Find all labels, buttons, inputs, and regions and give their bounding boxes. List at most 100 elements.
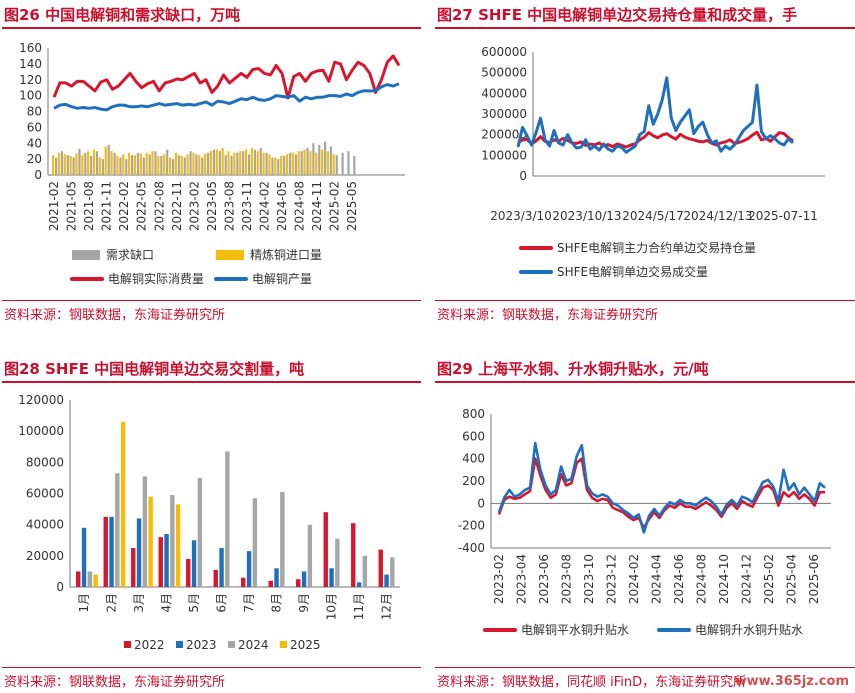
c1-bar-demand-gap bbox=[107, 144, 110, 175]
c3-bar-2022 bbox=[213, 569, 218, 587]
c4-y-tick-label: 400 bbox=[462, 452, 485, 466]
c1-bar-demand-gap bbox=[166, 149, 169, 175]
c1-bar-import bbox=[233, 152, 236, 175]
c1-bar-demand-gap bbox=[207, 152, 210, 175]
c3-bar-2024 bbox=[362, 555, 368, 587]
chart-title: 图27 SHFE 中国电解铜单边交易持仓量和成交量，手 bbox=[437, 6, 798, 24]
c1-y-tick-label: 80 bbox=[27, 105, 42, 119]
c4-x-tick-label: 2023-04 bbox=[514, 554, 528, 604]
c1-bar-demand-gap bbox=[300, 151, 303, 175]
c1-y-tick-label: 60 bbox=[27, 120, 42, 134]
c3-x-tick-label: 2月 bbox=[104, 593, 118, 613]
c1-bar-demand-gap bbox=[335, 155, 338, 175]
c3-bar-2023 bbox=[219, 548, 224, 587]
c3-bar-2025 bbox=[175, 504, 181, 587]
c1-y-tick-label: 0 bbox=[34, 168, 42, 182]
c1-x-tick-label: 2021-02 bbox=[47, 181, 61, 231]
source-divider bbox=[435, 300, 855, 301]
c3-bar-2024 bbox=[142, 476, 148, 587]
c2-legend-volume-label: SHFE电解铜单边交易成交量 bbox=[557, 264, 708, 279]
c1-bar-import bbox=[163, 154, 166, 175]
source-divider bbox=[2, 300, 421, 301]
c1-bar-demand-gap bbox=[131, 155, 134, 175]
c1-x-tick-label: 2025-05 bbox=[345, 181, 359, 231]
c1-bar-import bbox=[192, 152, 195, 175]
chart-delivery-volume: 0 20000 40000 60000 80000 100000 120000 1月 2月 3月 4… bbox=[18, 393, 400, 652]
c2-y-tick-label: 100000 bbox=[481, 148, 527, 162]
c1-bar-demand-gap bbox=[148, 154, 151, 175]
chart-panel-26: 图26 中国电解铜和需求缺口，万吨 0 20 40 60 80 100 120 140 160 2… bbox=[0, 0, 425, 345]
c4-line-premium bbox=[497, 441, 826, 534]
chart-source: 资料来源：钢联数据，东海证券研究所 bbox=[4, 308, 226, 323]
c1-bar-import bbox=[52, 155, 55, 175]
c3-bar-2023 bbox=[356, 582, 362, 587]
c3-bar-2024 bbox=[87, 571, 93, 587]
c3-bar-2024 bbox=[252, 498, 258, 587]
c1-bar-import bbox=[133, 155, 137, 175]
c1-legend-gap-swatch bbox=[72, 250, 100, 260]
c1-bar-import bbox=[215, 149, 218, 175]
c3-bar-2023 bbox=[301, 571, 307, 587]
c3-y-tick-label: 40000 bbox=[26, 518, 64, 532]
c1-bar-demand-gap bbox=[236, 152, 239, 175]
c3-legend-label: 2023 bbox=[186, 638, 217, 652]
c1-bar-demand-gap bbox=[259, 148, 262, 175]
c1-bar-demand-gap bbox=[177, 155, 180, 175]
c1-bar-import bbox=[186, 154, 189, 175]
c1-bar-demand-gap bbox=[242, 151, 245, 175]
c3-bar-2022 bbox=[158, 537, 163, 587]
c4-legend-flat-label: 电解铜平水铜升贴水 bbox=[521, 622, 629, 637]
c1-bar-import bbox=[309, 151, 312, 175]
c3-bar-2023 bbox=[191, 540, 197, 587]
c1-bar-demand-gap bbox=[230, 155, 233, 175]
c3-bar-2022 bbox=[186, 558, 191, 587]
c1-line-production bbox=[53, 82, 400, 112]
c1-bar-import bbox=[303, 149, 306, 175]
c1-bar-demand-gap bbox=[283, 155, 286, 175]
c3-x-tick-label: 12月 bbox=[379, 593, 393, 620]
c1-bar-import bbox=[332, 154, 335, 175]
c2-legend-open-interest-label: SHFE电解铜主力合约单边交易持仓量 bbox=[557, 240, 756, 255]
c1-bar-import bbox=[168, 157, 172, 175]
c1-bar-import bbox=[69, 155, 72, 175]
c3-bar-2022 bbox=[103, 516, 108, 587]
c3-legend-label: 2024 bbox=[238, 638, 269, 652]
c1-bar-import bbox=[250, 148, 254, 175]
c1-bar-import bbox=[221, 148, 224, 175]
c4-legend-premium-label: 电解铜升水铜升贴水 bbox=[695, 622, 803, 637]
c3-x-tick-label: 9月 bbox=[297, 593, 311, 613]
c1-x-tick-label: 2021-08 bbox=[82, 181, 96, 231]
c3-legend-swatch bbox=[280, 641, 287, 648]
c1-x-tick-label: 2022-11 bbox=[170, 181, 184, 231]
c3-bar-2023 bbox=[329, 568, 334, 587]
c3-legend-swatch bbox=[176, 641, 183, 648]
c1-bar-demand-gap bbox=[323, 141, 327, 175]
c3-y-tick-label: 0 bbox=[56, 580, 64, 594]
c2-y-tick-label: 300000 bbox=[481, 107, 527, 121]
c3-bar-2023 bbox=[246, 551, 252, 587]
c3-y-tick-label: 60000 bbox=[26, 487, 64, 501]
c2-y-tick-label: 400000 bbox=[481, 86, 527, 100]
c3-bar-2023 bbox=[164, 534, 169, 587]
c1-bar-demand-gap bbox=[113, 152, 116, 175]
c3-bar-2022 bbox=[76, 571, 81, 587]
c1-bar-import bbox=[151, 151, 154, 175]
c1-bar-import bbox=[139, 153, 142, 175]
c3-bar-2023 bbox=[274, 568, 279, 587]
c1-y-tick-label: 40 bbox=[27, 136, 42, 150]
c3-x-tick-label: 11月 bbox=[352, 593, 366, 620]
c1-bar-import bbox=[297, 151, 300, 175]
c3-y-tick-label: 20000 bbox=[26, 549, 64, 563]
c1-legend-consumption-label: 电解铜实际消费量 bbox=[108, 271, 204, 286]
c1-bar-demand-gap bbox=[195, 154, 198, 175]
c4-x-tick-label: 2025-02 bbox=[762, 554, 776, 604]
c1-bar-demand-gap bbox=[136, 152, 140, 175]
c1-bar-import bbox=[104, 146, 107, 175]
c3-bar-2022 bbox=[241, 577, 246, 587]
c2-x-tick-label: 2023/3/10 bbox=[490, 209, 552, 223]
c1-bar-import bbox=[244, 149, 248, 175]
c1-bar-demand-gap bbox=[212, 149, 216, 175]
watermark: www.365jz.com bbox=[734, 674, 849, 689]
c3-bar-2025 bbox=[148, 496, 153, 587]
